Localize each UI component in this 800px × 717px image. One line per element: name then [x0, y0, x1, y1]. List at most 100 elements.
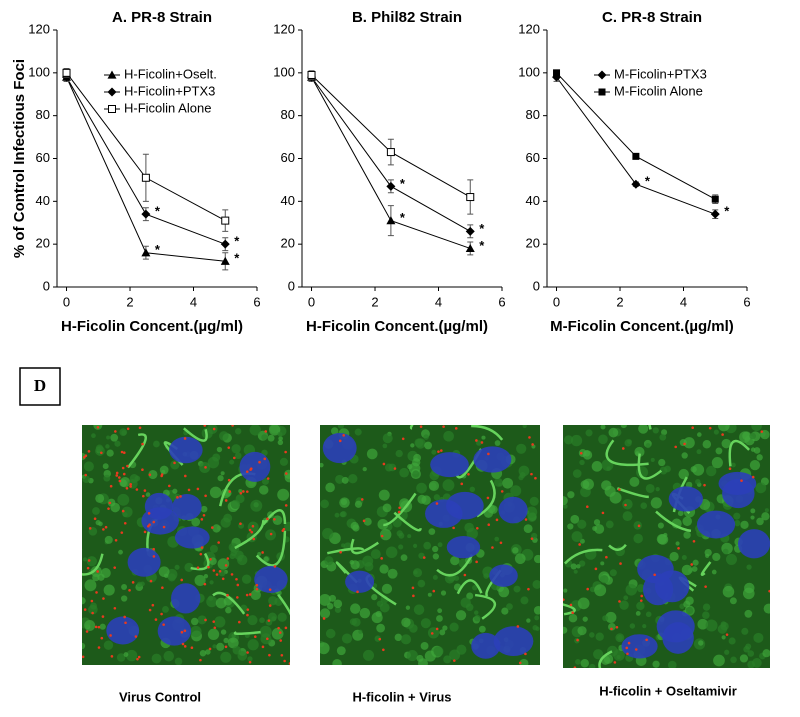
cytoplasm-speck	[685, 606, 694, 615]
cytoplasm-speck	[582, 616, 588, 622]
cytoplasm-speck	[268, 596, 278, 606]
virus-dot	[208, 647, 212, 651]
data-point	[631, 179, 641, 189]
cytoplasm-speck	[261, 477, 269, 485]
y-tick-label: 0	[533, 278, 540, 293]
y-tick-label: 20	[36, 236, 50, 251]
virus-dot	[154, 618, 158, 621]
cytoplasm-speck	[394, 633, 403, 642]
cytoplasm-speck	[121, 430, 127, 436]
cytoplasm-speck	[336, 646, 346, 656]
cell-membrane	[126, 433, 147, 469]
virus-dot	[250, 530, 254, 534]
cytoplasm-speck	[690, 466, 697, 473]
virus-dot	[284, 450, 287, 454]
virus-dot	[135, 488, 139, 491]
cell-membrane	[608, 543, 627, 551]
virus-dot	[528, 436, 531, 439]
cytoplasm-speck	[746, 564, 752, 570]
virus-dot	[252, 537, 256, 541]
cytoplasm-speck	[376, 600, 384, 607]
cytoplasm-speck	[571, 531, 583, 543]
cytoplasm-speck	[567, 491, 575, 499]
cytoplasm-speck	[455, 610, 467, 621]
virus-dot	[266, 517, 269, 521]
cytoplasm-speck	[207, 628, 220, 640]
virus-dot	[180, 630, 184, 634]
cytoplasm-speck	[753, 447, 761, 454]
cytoplasm-speck	[513, 585, 521, 593]
virus-dot	[183, 645, 187, 648]
virus-dot	[435, 627, 439, 631]
virus-dot	[626, 652, 629, 656]
legend-marker	[107, 70, 117, 79]
virus-dot	[624, 503, 627, 507]
cytoplasm-speck	[594, 524, 605, 534]
cytoplasm-speck	[494, 536, 500, 542]
virus-dot	[571, 611, 574, 614]
cytoplasm-speck	[333, 599, 343, 609]
cytoplasm-speck	[704, 548, 712, 557]
virus-dot	[704, 585, 707, 588]
virus-dot	[740, 479, 743, 482]
cytoplasm-speck	[747, 650, 755, 657]
y-tick-label: 80	[36, 107, 50, 122]
cytoplasm-speck	[605, 520, 614, 529]
nucleus	[254, 566, 288, 594]
cytoplasm-speck	[585, 429, 593, 437]
cytoplasm-speck	[702, 611, 710, 620]
cytoplasm-speck	[616, 634, 623, 641]
cell-membrane	[564, 548, 603, 565]
cytoplasm-speck	[705, 465, 717, 477]
virus-dot	[148, 473, 152, 477]
cytoplasm-speck	[203, 574, 209, 579]
micrograph-content	[320, 425, 540, 665]
cytoplasm-speck	[683, 437, 695, 449]
virus-dot	[268, 604, 272, 607]
virus-dot	[196, 566, 200, 569]
nucleus	[493, 626, 534, 657]
cytoplasm-speck	[354, 500, 363, 508]
y-tick-label: 80	[281, 107, 295, 122]
x-axis-label: H-Ficolin Concent.(µg/ml)	[306, 318, 488, 335]
cytoplasm-speck	[320, 642, 330, 655]
virus-dot	[120, 450, 124, 454]
virus-dot	[251, 524, 255, 528]
virus-dot	[261, 551, 264, 554]
cytoplasm-speck	[82, 475, 91, 484]
virus-dot	[209, 557, 212, 561]
x-tick-label: 6	[253, 294, 260, 309]
virus-dot	[118, 479, 122, 483]
cytoplasm-speck	[629, 623, 636, 629]
cytoplasm-speck	[170, 460, 180, 470]
cytoplasm-speck	[162, 605, 169, 613]
significance-flag: *	[234, 251, 240, 266]
virus-dot	[653, 573, 656, 577]
cell-membrane	[383, 492, 417, 527]
cytoplasm-speck	[600, 561, 605, 566]
cytoplasm-speck	[191, 517, 201, 527]
cytoplasm-speck	[633, 521, 642, 530]
virus-dot	[88, 527, 92, 530]
virus-dot	[82, 456, 86, 459]
cytoplasm-speck	[681, 555, 687, 561]
cytoplasm-speck	[320, 499, 329, 509]
cell-membrane	[233, 630, 261, 636]
cytoplasm-speck	[406, 650, 418, 662]
cytoplasm-speck	[332, 658, 342, 665]
cytoplasm-speck	[395, 449, 403, 458]
cytoplasm-speck	[106, 449, 114, 457]
virus-dot	[168, 484, 171, 488]
cytoplasm-speck	[625, 584, 638, 596]
cytoplasm-speck	[608, 427, 619, 438]
virus-dot	[579, 451, 583, 455]
legend-label: M-Ficolin Alone	[614, 83, 703, 98]
cytoplasm-speck	[702, 439, 712, 449]
virus-dot	[96, 425, 100, 429]
cytoplasm-speck	[600, 425, 606, 430]
virus-dot	[199, 552, 203, 556]
x-axis-label: M-Ficolin Concent.(µg/ml)	[550, 318, 734, 335]
virus-dot	[605, 555, 608, 559]
significance-flag: *	[400, 210, 406, 225]
cytoplasm-speck	[591, 461, 603, 472]
